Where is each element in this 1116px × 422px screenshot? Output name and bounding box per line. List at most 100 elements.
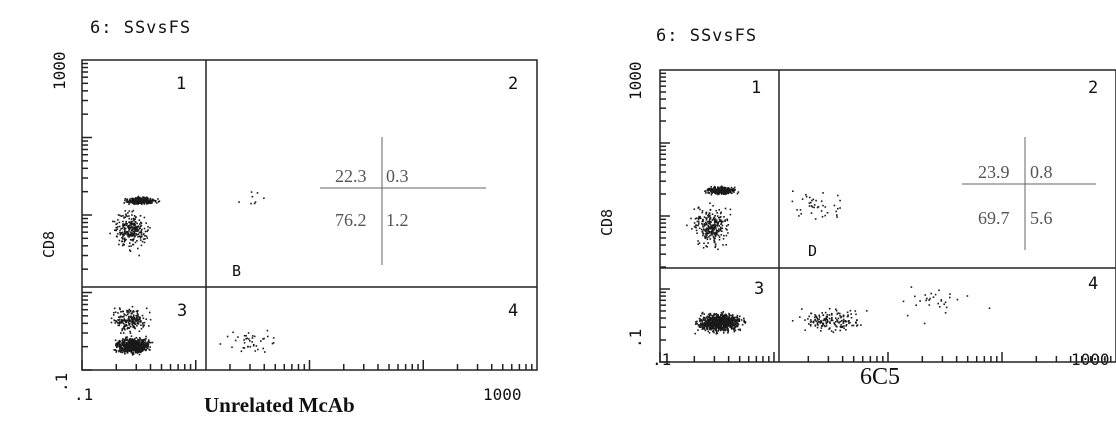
- left-event-dot: [129, 242, 131, 244]
- right-event-dot: [837, 207, 839, 210]
- left-event-dot: [131, 225, 133, 228]
- right-event-dot: [833, 204, 836, 207]
- left-event-dot: [138, 202, 140, 205]
- right-event-dot: [707, 242, 709, 244]
- right-event-dot: [722, 220, 724, 223]
- right-event-dot: [702, 228, 705, 230]
- right-event-dot: [725, 319, 728, 321]
- right-event-dot: [830, 319, 832, 322]
- right-event-dot: [695, 217, 698, 219]
- left-event-dot: [136, 227, 138, 230]
- left-event-dot: [144, 341, 146, 344]
- left-event-dot: [238, 201, 240, 203]
- left-event-dot: [253, 202, 256, 205]
- right-event-dot: [698, 227, 701, 230]
- left-event-dot: [138, 339, 140, 342]
- right-event-dot: [698, 223, 700, 225]
- left-event-dot: [117, 219, 119, 221]
- left-event-dot: [125, 320, 127, 323]
- right-event-dot: [733, 327, 736, 330]
- right-event-dot: [699, 326, 702, 328]
- left-event-dot: [143, 227, 146, 230]
- right-event-dot: [798, 215, 800, 217]
- right-event-dot: [932, 296, 935, 298]
- right-event-dot: [715, 229, 718, 231]
- right-event-dot: [723, 322, 726, 324]
- left-event-dot: [116, 344, 118, 346]
- left-event-dot: [143, 344, 145, 346]
- right-event-dot: [708, 227, 710, 230]
- left-event-dot: [142, 322, 144, 324]
- left-event-dot: [135, 234, 138, 236]
- right-event-dot: [716, 331, 718, 333]
- right-event-dot: [816, 317, 818, 320]
- right-event-dot: [727, 186, 729, 189]
- left-event-dot: [126, 232, 128, 234]
- left-event-dot: [139, 338, 141, 340]
- right-event-dot: [819, 322, 821, 324]
- left-event-dot: [119, 341, 122, 343]
- right-event-dot: [721, 186, 723, 189]
- right-event-dot: [720, 312, 723, 314]
- left-event-dot: [124, 348, 127, 351]
- right-event-dot: [715, 192, 718, 195]
- right-event-dot: [817, 320, 820, 323]
- left-event-dot: [121, 347, 124, 349]
- right-event-dot: [718, 190, 721, 193]
- left-event-dot: [146, 203, 148, 205]
- left-event-dot: [130, 218, 133, 220]
- right-event-dot: [810, 201, 812, 204]
- left-event-dot: [131, 320, 134, 322]
- right-event-dot: [705, 217, 707, 219]
- left-event-dot: [122, 243, 125, 245]
- left-plot-frame: [81, 59, 538, 371]
- right-event-dot: [707, 214, 709, 217]
- right-event-dot: [814, 218, 817, 220]
- right-event-dot: [736, 319, 739, 321]
- left-event-dot: [132, 238, 135, 240]
- right-event-dot: [716, 225, 719, 227]
- right-event-dot: [697, 329, 699, 331]
- left-event-dot: [125, 231, 127, 234]
- left-event-dot: [130, 351, 133, 354]
- left-event-dot: [127, 232, 130, 234]
- right-event-dot: [816, 326, 819, 329]
- right-event-dot: [722, 317, 725, 319]
- left-event-dot: [120, 215, 123, 217]
- left-event-dot: [132, 202, 134, 204]
- right-event-dot: [732, 188, 734, 190]
- left-event-dot: [145, 200, 147, 203]
- right-event-dot: [702, 233, 705, 235]
- left-event-dot: [123, 347, 125, 350]
- left-event-dot: [122, 238, 124, 240]
- left-event-dot: [138, 351, 141, 353]
- right-event-dot: [923, 322, 926, 325]
- right-event-dot: [724, 193, 727, 195]
- right-event-dot: [716, 315, 719, 318]
- left-event-dot: [118, 342, 120, 345]
- right-event-dot: [940, 299, 943, 301]
- right-event-dot: [839, 207, 841, 209]
- right-event-dot: [704, 321, 706, 324]
- left-event-dot: [247, 332, 250, 334]
- left-event-dot: [234, 339, 237, 342]
- left-event-dot: [149, 200, 152, 202]
- left-event-dot: [145, 348, 147, 351]
- right-event-dot: [720, 220, 722, 223]
- right-pct-q3: 69.7: [978, 208, 1010, 228]
- right-event-dot: [810, 320, 813, 323]
- right-event-dot: [710, 328, 712, 331]
- right-event-dot: [819, 320, 821, 323]
- right-event-dot: [718, 322, 720, 325]
- right-event-dot: [822, 322, 825, 325]
- left-event-dot: [150, 199, 153, 202]
- right-event-dot: [719, 328, 722, 330]
- right-event-dot: [847, 320, 850, 322]
- right-event-dot: [791, 200, 794, 203]
- right-event-dot: [711, 230, 713, 233]
- left-event-dot: [131, 223, 134, 225]
- left-event-dot: [142, 196, 144, 198]
- left-event-dot: [251, 335, 254, 337]
- left-event-dot: [131, 228, 133, 231]
- left-event-dot: [135, 202, 137, 205]
